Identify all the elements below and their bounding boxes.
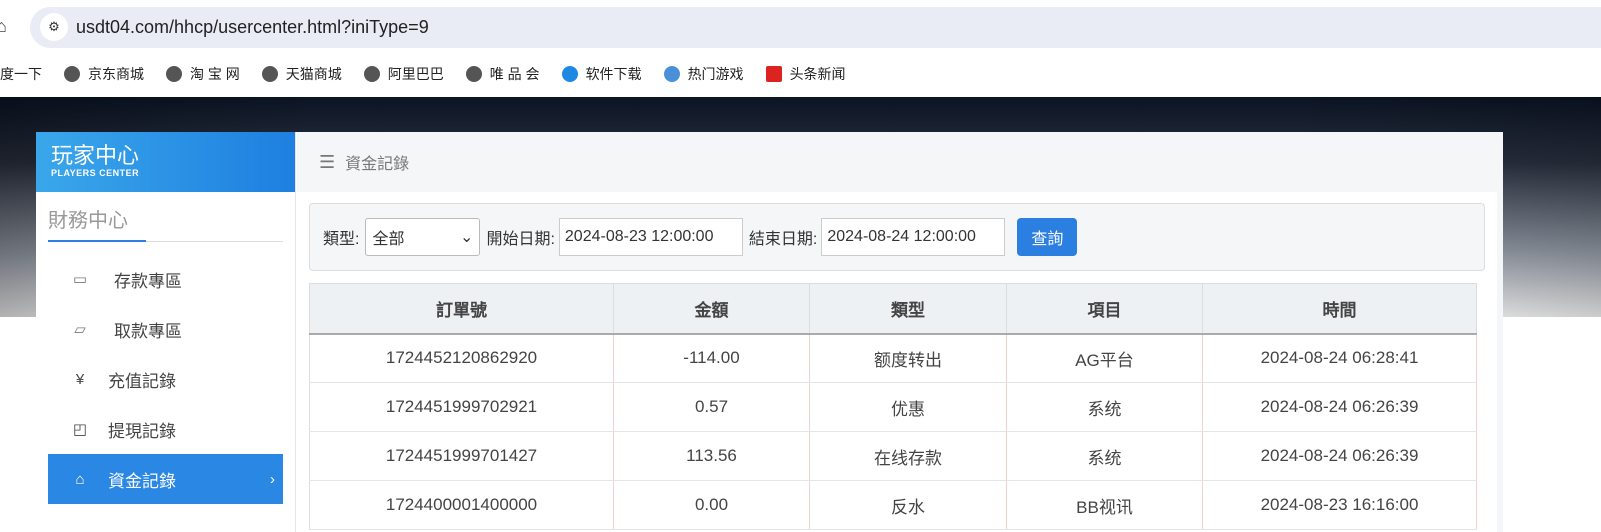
toutiao-icon	[765, 66, 782, 82]
type-select[interactable]: 全部 ⌄	[365, 218, 481, 256]
column-header: 類型	[809, 283, 1007, 335]
table-cell: 0.00	[613, 480, 810, 530]
table-cell: 1724452120862920	[309, 333, 614, 383]
filter-bar: 類型: 全部 ⌄ 開始日期: 2024-08-23 12:00:00 結束日期: …	[309, 203, 1485, 271]
column-header: 金額	[613, 283, 810, 335]
sidebar-item-withdraw[interactable]: ▱ 取款專區	[48, 304, 283, 354]
bookmark[interactable]: 淘 宝 网	[166, 64, 240, 84]
table-cell: 2024-08-24 06:28:41	[1202, 333, 1477, 383]
site-settings-icon[interactable]: ⚙	[40, 13, 68, 41]
bookmark[interactable]: 阿里巴巴	[363, 64, 444, 84]
table-cell: 反水	[809, 480, 1007, 530]
bookmark[interactable]: 头条新闻	[765, 64, 846, 84]
url-text[interactable]: usdt04.com/hhcp/usercenter.html?iniType=…	[76, 17, 429, 37]
home-icon[interactable]: ⌂	[0, 16, 7, 36]
table-cell: 2024-08-23 16:16:00	[1202, 480, 1477, 530]
user-center-panel: 玩家中心 PLAYERS CENTER 財務中心 ▭ 存款專區 ▱ 取款專區 ¥ 充值…	[36, 132, 1503, 532]
globe-icon	[64, 66, 80, 82]
table-cell: 2024-08-24 06:26:39	[1202, 382, 1477, 432]
column-header: 項目	[1006, 283, 1203, 335]
sidebar-item-withdraw-records[interactable]: ◰ 提現記錄	[48, 404, 283, 454]
chevron-right-icon: ›	[270, 470, 275, 488]
table-cell: 额度转出	[809, 333, 1007, 383]
card-icon: ▭	[72, 271, 88, 288]
chevron-down-icon: ⌄	[460, 229, 474, 246]
wallet-icon: ◰	[72, 421, 88, 438]
table-cell: BB视讯	[1006, 480, 1203, 530]
fund-records-table: 訂單號 金額 類型 項目 時間 1724452120862920 -114.00 额…	[309, 283, 1477, 530]
players-center-logo: 玩家中心 PLAYERS CENTER	[36, 132, 295, 192]
bookmark[interactable]: 软件下载	[561, 64, 642, 84]
sidebar-item-fund-records[interactable]: ⌂ 資金記錄 ›	[48, 454, 283, 504]
table-cell: 在线存款	[809, 431, 1007, 481]
bookmark[interactable]: 京东商城	[64, 64, 144, 84]
table-row: 1724451999702921 0.57 优惠 系统 2024-08-24 06:26…	[309, 382, 1477, 432]
table-cell: 2024-08-24 06:26:39	[1202, 431, 1477, 481]
table-cell: 0.57	[613, 382, 810, 432]
table-cell: 系统	[1006, 382, 1203, 432]
table-cell: 系统	[1006, 431, 1203, 481]
globe-icon	[465, 66, 482, 82]
money-bag-icon: ¥	[75, 370, 85, 388]
query-button[interactable]: 查詢	[1017, 218, 1078, 256]
section-title: 財務中心	[48, 204, 283, 242]
cash-icon: ⌂	[75, 470, 85, 488]
menu-icon[interactable]: ☰	[319, 151, 336, 172]
download-icon	[561, 66, 578, 82]
hand-money-icon: ▱	[74, 321, 86, 338]
address-bar[interactable]	[30, 7, 1601, 48]
end-date-input[interactable]: 2024-08-24 12:00:00	[821, 218, 1006, 256]
column-header: 時間	[1202, 283, 1477, 335]
table-cell: AG平台	[1006, 333, 1203, 383]
table-cell: 1724451999701427	[309, 431, 614, 481]
table-row: 1724400001400000 0.00 反水 BB视讯 2024-08-23 16:…	[309, 480, 1477, 530]
table-row: 1724452120862920 -114.00 额度转出 AG平台 2024-08-2…	[309, 333, 1477, 383]
start-date-input[interactable]: 2024-08-23 12:00:00	[558, 218, 743, 256]
table-cell: 1724400001400000	[309, 480, 614, 530]
sidebar: 玩家中心 PLAYERS CENTER 財務中心 ▭ 存款專區 ▱ 取款專區 ¥ 充值…	[36, 132, 296, 532]
globe-icon	[363, 66, 380, 82]
table-row: 1724451999701427 113.56 在线存款 系统 2024-08-24 0…	[309, 431, 1477, 481]
sidebar-item-recharge-records[interactable]: ¥ 充值記錄	[48, 354, 283, 404]
globe-icon	[166, 66, 182, 82]
table-cell: 优惠	[809, 382, 1007, 432]
globe-icon	[261, 66, 278, 82]
bookmark[interactable]: 热门游戏	[663, 64, 744, 84]
table-cell: 113.56	[613, 431, 810, 481]
column-header: 訂單號	[309, 283, 614, 335]
sidebar-item-deposit[interactable]: ▭ 存款專區	[48, 254, 283, 304]
table-cell: 1724451999702921	[309, 382, 614, 432]
bookmarks-bar: 度一下 京东商城 淘 宝 网 天猫商城 阿里巴巴 唯 品 会 软件下载 热门游戏…	[0, 64, 868, 84]
bookmark[interactable]: 唯 品 会	[465, 64, 540, 84]
breadcrumb: ☰ 資金記錄	[297, 132, 1503, 192]
game-icon	[663, 66, 680, 82]
bookmark[interactable]: 度一下	[0, 66, 42, 82]
main-content: ☰ 資金記錄 類型: 全部 ⌄ 開始日期: 2024-08-23 12:00:00 …	[297, 132, 1503, 532]
bookmark[interactable]: 天猫商城	[261, 64, 342, 84]
table-cell: -114.00	[613, 333, 810, 383]
